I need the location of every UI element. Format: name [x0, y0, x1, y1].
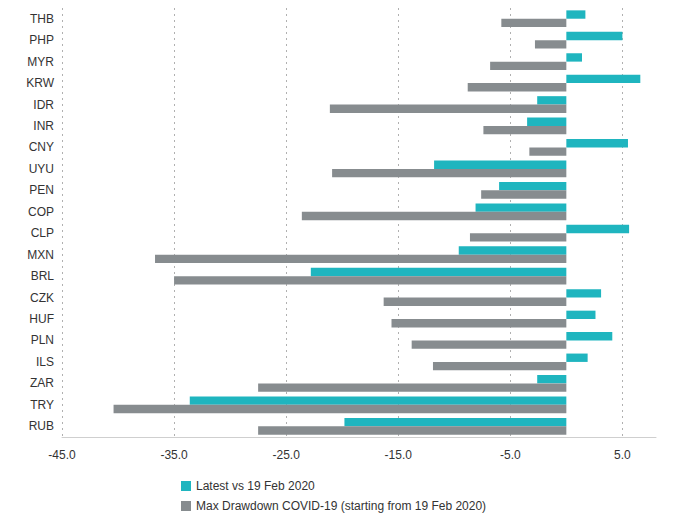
svg-text:PLN: PLN [31, 333, 54, 347]
svg-text:Latest vs 19 Feb 2020: Latest vs 19 Feb 2020 [196, 479, 315, 493]
svg-text:-15.0: -15.0 [385, 448, 413, 462]
svg-text:-5.0: -5.0 [500, 448, 521, 462]
svg-text:5.0: 5.0 [614, 448, 631, 462]
svg-text:CNY: CNY [29, 140, 54, 154]
svg-text:INR: INR [33, 119, 54, 133]
svg-text:TRY: TRY [30, 398, 54, 412]
svg-text:MXN: MXN [27, 248, 54, 262]
svg-text:Max Drawdown COVID-19 (startin: Max Drawdown COVID-19 (starting from 19 … [196, 499, 486, 513]
svg-text:-45.0: -45.0 [48, 448, 76, 462]
svg-text:CLP: CLP [31, 226, 54, 240]
svg-text:CZK: CZK [30, 291, 54, 305]
svg-text:ZAR: ZAR [30, 376, 54, 390]
svg-text:ILS: ILS [36, 355, 54, 369]
svg-text:COP: COP [28, 205, 54, 219]
svg-text:THB: THB [30, 12, 54, 26]
svg-text:MYR: MYR [27, 55, 54, 69]
svg-text:BRL: BRL [31, 269, 55, 283]
svg-text:-35.0: -35.0 [160, 448, 188, 462]
svg-text:HUF: HUF [29, 312, 54, 326]
svg-text:IDR: IDR [33, 98, 54, 112]
svg-text:PEN: PEN [29, 183, 54, 197]
svg-text:PHP: PHP [29, 33, 54, 47]
svg-text:UYU: UYU [29, 162, 54, 176]
svg-text:RUB: RUB [29, 419, 54, 433]
svg-text:-25.0: -25.0 [272, 448, 300, 462]
svg-text:KRW: KRW [26, 76, 54, 90]
